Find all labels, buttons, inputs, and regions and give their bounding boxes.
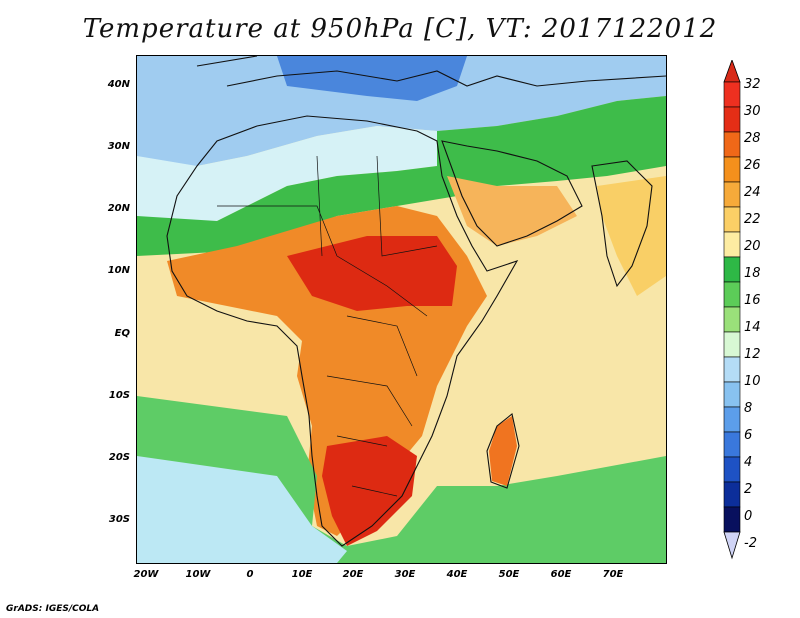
colorbar-label-14: 14: [744, 320, 761, 335]
colorbar-block-8: [723, 281, 741, 308]
colorbar-label-16: 16: [744, 293, 761, 308]
y-axis-label-30n: 30N: [107, 141, 130, 152]
colorbar-block-5: [723, 206, 741, 233]
india-coastline: [591, 160, 653, 288]
region-southern-ocean-cool: [137, 456, 347, 563]
region-india-warm: [597, 176, 666, 296]
colorbar-label-20: 20: [744, 239, 761, 254]
x-axis-label-10e: 10E: [291, 569, 313, 580]
madagascar-coastline: [486, 413, 520, 489]
colorbar-block-10: [723, 331, 741, 358]
x-axis-label-20e: 20E: [342, 569, 364, 580]
colorbar-label-26: 26: [744, 158, 761, 173]
colorbar-block-16: [723, 481, 741, 508]
country-borders: [217, 155, 438, 497]
colorbar-label-4: 4: [744, 455, 753, 470]
y-axis-label-30s: 30S: [108, 514, 130, 525]
colorbar-block-11: [723, 356, 741, 383]
y-axis-label-eq: EQ: [114, 328, 130, 339]
region-madagascar: [489, 416, 517, 486]
colorbar-block-7: [723, 256, 741, 283]
colorbar-block-1: [723, 106, 741, 133]
europe-coastline: [196, 56, 666, 87]
arabia-coastline: [441, 140, 583, 247]
colorbar-label-6: 6: [744, 428, 753, 443]
map-panel: [136, 55, 667, 564]
colorbar-label-22: 22: [744, 212, 761, 227]
colorbar-block-0: [723, 81, 741, 108]
colorbar-block-3: [723, 156, 741, 183]
colorbar-label-24: 24: [744, 185, 761, 200]
region-mediterranean-cold: [277, 56, 467, 101]
colorbar-block-15: [723, 456, 741, 483]
colorbar-blocks: [723, 81, 741, 533]
region-green-band-north: [137, 96, 666, 256]
colorbar-label-2: 2: [744, 482, 753, 497]
colorbar-block-6: [723, 231, 741, 258]
colorbar-block-4: [723, 181, 741, 208]
colorbar-block-2: [723, 131, 741, 158]
y-axis-label-40n: 40N: [107, 79, 130, 90]
colorbar-label-0: 0: [744, 509, 753, 524]
africa-coastline: [166, 115, 519, 547]
x-axis-label-30e: 30E: [394, 569, 416, 580]
y-axis-label-10n: 10N: [107, 265, 130, 276]
colorbar-bottom-arrow: [723, 531, 741, 560]
temperature-map: [137, 56, 666, 563]
x-axis-label-10w: 10W: [185, 569, 211, 580]
colorbar: [723, 60, 741, 560]
colorbar-label-8: 8: [744, 401, 753, 416]
x-axis-label-60e: 60E: [550, 569, 572, 580]
region-hottest-core: [287, 236, 457, 311]
x-axis-label-50e: 50E: [498, 569, 520, 580]
colorbar-label-minus2: -2: [744, 536, 757, 551]
colorbar-block-13: [723, 406, 741, 433]
y-axis-label-10s: 10S: [108, 390, 130, 401]
x-axis-label-0: 0: [246, 569, 254, 580]
y-axis-label-20n: 20N: [107, 203, 130, 214]
region-sahara-cool-zone: [137, 126, 437, 226]
colorbar-label-28: 28: [744, 131, 761, 146]
colorbar-label-32: 32: [744, 77, 761, 92]
y-axis-label-20s: 20S: [108, 452, 130, 463]
colorbar-block-14: [723, 431, 741, 458]
x-axis-label-40e: 40E: [446, 569, 468, 580]
colorbar-label-10: 10: [744, 374, 761, 389]
colorbar-block-12: [723, 381, 741, 408]
grads-credit: GrADS: IGES/COLA: [6, 604, 100, 614]
x-axis-label-70e: 70E: [602, 569, 624, 580]
colorbar-label-30: 30: [744, 104, 761, 119]
colorbar-label-18: 18: [744, 266, 761, 281]
map-title: Temperature at 950hPa [C], VT: 201712201…: [82, 14, 718, 44]
colorbar-top-arrow: [723, 60, 741, 83]
x-axis-label-20w: 20W: [133, 569, 159, 580]
region-south-africa-hot: [322, 436, 417, 546]
colorbar-block-9: [723, 306, 741, 333]
colorbar-block-17: [723, 506, 741, 533]
colorbar-label-12: 12: [744, 347, 761, 362]
